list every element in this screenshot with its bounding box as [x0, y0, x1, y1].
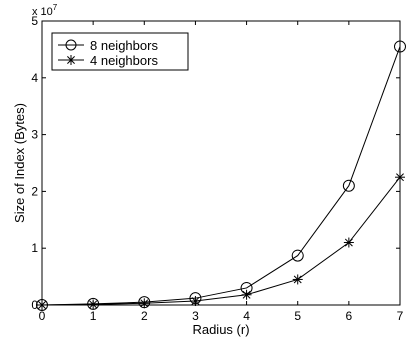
data-point-4-neighbors-stroke — [242, 290, 251, 299]
y-tick-label: 4 — [31, 71, 38, 85]
data-point-4-neighbors — [241, 289, 252, 300]
legend-star-glyph — [66, 55, 76, 65]
data-point-4-neighbors — [292, 274, 303, 285]
y-tick-label: 0 — [31, 298, 38, 312]
x-tick-label: 7 — [397, 309, 404, 323]
y-tick-label: 5 — [31, 14, 38, 28]
x-tick-label: 2 — [141, 309, 148, 323]
y-tick-label: 3 — [31, 128, 38, 142]
x-tick-label: 6 — [346, 309, 353, 323]
data-point-4-neighbors-stroke — [344, 238, 353, 247]
legend: 8 neighbors 4 neighbors — [51, 32, 189, 71]
legend-marker-circle — [65, 39, 77, 51]
data-point-4-neighbors — [343, 237, 354, 248]
x-axis-title: Radius (r) — [192, 322, 249, 337]
x-tick-label: 4 — [243, 309, 250, 323]
x-tick-label: 3 — [192, 309, 199, 323]
data-point-4-neighbors-stroke — [396, 173, 404, 182]
data-point-4-neighbors-stroke — [293, 275, 302, 284]
data-point-8-neighbors — [291, 249, 304, 262]
plot-frame — [41, 20, 401, 306]
series-line-8-neighbors — [41, 46, 401, 306]
series-layer — [36, 40, 406, 311]
legend-star-glyph-stroke — [67, 56, 75, 64]
legend-marker-star — [66, 55, 76, 65]
legend-label-8-neighbors: 8 neighbors — [90, 38, 158, 53]
y-tick-label: 2 — [31, 184, 38, 198]
legend-label-4-neighbors: 4 neighbors — [90, 53, 158, 68]
y-tick-label: 1 — [31, 241, 38, 255]
x-tick-label: 1 — [90, 309, 97, 323]
series-line-4-neighbors — [41, 176, 401, 306]
data-point-4-neighbors — [395, 172, 405, 183]
multiplier-label: x 107 — [32, 3, 58, 18]
legend-box — [51, 32, 189, 71]
data-point-8-neighbors — [342, 179, 355, 192]
y-axis-title: Size of Index (Bytes) — [12, 103, 27, 223]
ticks-layer: 0 1 2 3 4 5 6 7 0 1 2 3 4 5 — [31, 14, 403, 323]
data-point-8-neighbors — [394, 40, 406, 53]
x-tick-label: 0 — [39, 309, 46, 323]
x-tick-label: 5 — [294, 309, 301, 323]
